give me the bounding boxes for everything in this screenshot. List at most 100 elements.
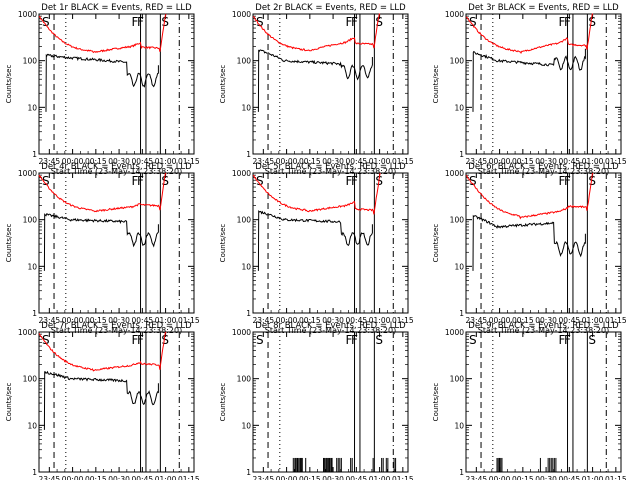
x-tick-label: 00:15 [85,157,107,166]
y-tick-label: 100 [23,216,38,225]
x-tick-label: 23:45 [466,157,488,166]
x-tick-label: 00:30 [108,157,130,166]
x-tick-label: 01:15 [178,475,200,480]
x-tick-label: 01:00 [369,475,391,480]
x-tick-label: 00:00 [62,157,84,166]
event-label-f: F [564,333,571,347]
x-tick-label: 00:30 [322,316,344,325]
event-label-f: F [564,15,571,29]
panel-2: Det 2r BLACK = Events, RED = LLD 1 10 100 10… [219,3,414,176]
plot-frame [38,331,195,473]
x-tick-label: 01:00 [582,157,604,166]
x-tick-label: 00:15 [299,316,321,325]
event-label-s: S [161,333,169,347]
y-tick-label: 1 [459,468,464,477]
event-label-f: F [559,15,566,29]
y-axis-label: Counts/sec [219,65,227,104]
y-tick-label: 10 [454,262,464,271]
y-tick-label: 1000 [445,328,464,337]
y-tick-label: 1000 [18,328,37,337]
x-tick-label: 01:15 [178,157,200,166]
y-tick-label: 1 [459,150,464,159]
y-tick-label: 1 [32,309,37,318]
series-red-lld [38,172,167,213]
x-tick-label: 01:15 [605,475,627,480]
panel-title: Det 8r BLACK = Events, RED = LLD [255,321,406,331]
series-red-lld [252,13,381,52]
plot-frame [465,13,622,155]
x-tick-label: 00:15 [512,475,534,480]
plot-frame [252,172,409,314]
x-tick-label: 00:45 [559,316,581,325]
series-red-lld [38,13,167,54]
event-label-s: S [161,174,169,188]
x-tick-label: 23:45 [39,157,61,166]
event-label-f: F [132,174,139,188]
panel-3: Det 3r BLACK = Events, RED = LLD 1 10 100 10… [432,3,627,176]
plot-frame [38,172,195,314]
y-tick-label: 1 [246,468,251,477]
event-label-s: S [588,174,596,188]
y-tick-label: 10 [241,103,251,112]
event-label-s: S [42,15,50,29]
panel-title: Det 4r BLACK = Events, RED = LLD [41,162,192,172]
panel-8: Det 8r BLACK = Events, RED = LLD 1 10 100 10… [219,321,414,480]
event-label-s: S [42,333,50,347]
x-axis-label: Start Time (23-May-14 23:38:20) [265,167,396,176]
x-tick-label: 00:30 [108,475,130,480]
plot-frame [465,172,622,314]
y-tick-label: 10 [27,262,37,271]
event-label-f: F [137,15,144,29]
series-black-events [257,49,373,112]
event-label-f: F [132,333,139,347]
x-tick-label: 00:15 [512,316,534,325]
y-tick-label: 100 [237,216,252,225]
y-tick-label: 1000 [18,169,37,178]
event-label-s: S [256,174,264,188]
x-tick-label: 00:45 [132,475,154,480]
event-label-f: F [351,15,358,29]
x-tick-label: 01:00 [582,475,604,480]
panel-title: Det 9r BLACK = Events, RED = LLD [468,321,619,331]
x-tick-label: 00:00 [276,475,298,480]
event-label-f: F [559,333,566,347]
event-label-s: S [256,15,264,29]
event-label-s: S [469,174,477,188]
event-label-f: F [346,174,353,188]
x-tick-label: 00:45 [132,157,154,166]
x-axis-label: Start Time (23-May-14 23:38:20) [265,326,396,335]
panel-title: Det 3r BLACK = Events, RED = LLD [468,3,619,13]
x-tick-label: 01:15 [392,157,414,166]
x-tick-label: 00:45 [132,316,154,325]
x-tick-label: 01:00 [582,316,604,325]
x-tick-label: 00:00 [489,157,511,166]
x-tick-label: 00:45 [346,316,368,325]
series-black-events [472,48,586,112]
panel-9: Det 9r BLACK = Events, RED = LLD 1 10 100 10… [432,321,627,480]
x-tick-label: 00:30 [535,157,557,166]
event-label-f: F [346,15,353,29]
x-tick-label: 01:00 [155,475,177,480]
y-tick-label: 1000 [18,10,37,19]
plot-frame [465,331,622,473]
event-label-f: F [132,15,139,29]
x-axis-label: Start Time (23-May-14 23:38:20) [478,167,609,176]
y-tick-label: 10 [27,421,37,430]
y-tick-label: 100 [23,375,38,384]
event-label-f: F [137,174,144,188]
series-black-events [257,209,373,271]
y-tick-label: 100 [450,375,465,384]
y-tick-label: 1 [32,468,37,477]
x-tick-label: 00:30 [322,475,344,480]
event-label-s: S [588,15,596,29]
y-tick-label: 10 [241,262,251,271]
x-tick-label: 01:15 [178,316,200,325]
y-tick-label: 1000 [232,169,251,178]
y-tick-label: 1 [32,150,37,159]
y-tick-label: 1 [459,309,464,318]
event-label-f: F [351,333,358,347]
y-axis-label: Counts/sec [219,383,227,422]
y-axis-label: Counts/sec [432,383,440,422]
series-black-events [472,214,586,271]
